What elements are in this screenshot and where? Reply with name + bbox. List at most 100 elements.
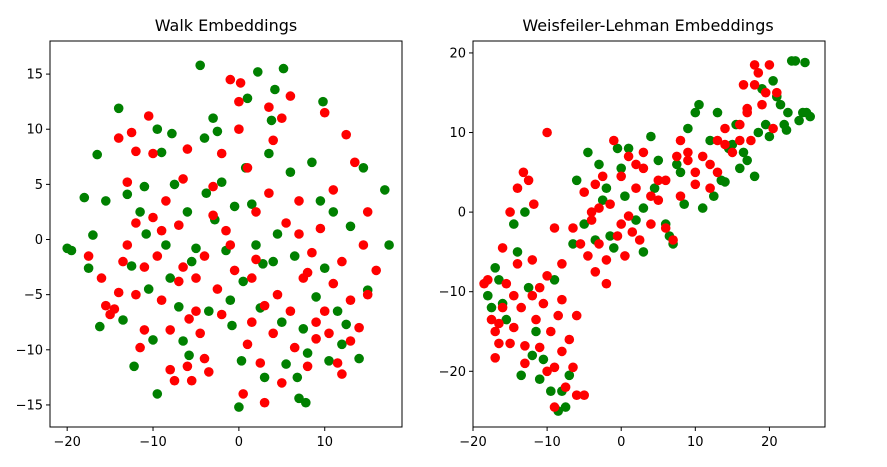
data-point [247, 273, 257, 283]
x-tick-label: −20 [459, 435, 486, 450]
data-point [568, 362, 578, 373]
data-point [527, 290, 538, 301]
data-point [208, 113, 218, 123]
data-point [247, 199, 257, 209]
data-point [201, 188, 212, 198]
data-point [486, 314, 497, 325]
data-point [270, 84, 280, 95]
data-point [165, 273, 175, 283]
data-point [169, 179, 180, 190]
data-point [131, 218, 141, 228]
data-point [675, 135, 686, 146]
data-point [683, 147, 693, 158]
data-point [749, 60, 760, 70]
data-point [122, 240, 133, 250]
data-point [350, 157, 360, 168]
data-point [96, 273, 107, 283]
data-point [281, 359, 291, 369]
y-tick-label: 5 [35, 178, 43, 193]
data-point [268, 256, 279, 267]
y-tick-label: 10 [26, 123, 43, 138]
data-point [278, 63, 289, 74]
data-point [264, 102, 274, 112]
data-point [236, 356, 247, 366]
data-point [358, 240, 369, 250]
data-point [259, 300, 270, 311]
data-point [768, 76, 778, 86]
data-point [720, 177, 730, 187]
data-point [605, 199, 615, 209]
data-point [571, 390, 582, 401]
data-point [509, 290, 519, 301]
data-point [199, 353, 210, 364]
data-point [139, 262, 150, 272]
data-point [195, 60, 205, 71]
data-point [242, 93, 253, 104]
data-point [234, 96, 244, 107]
data-point [601, 183, 612, 193]
data-point [623, 143, 634, 154]
data-point [307, 247, 317, 258]
data-point [512, 247, 523, 257]
x-tick-label: 0 [617, 435, 625, 450]
data-point [742, 103, 752, 114]
data-point [583, 147, 593, 158]
data-point [186, 375, 197, 386]
data-point [131, 146, 141, 157]
data-point [760, 87, 771, 98]
data-point [753, 68, 764, 78]
data-point [302, 361, 313, 372]
data-point [735, 135, 745, 146]
data-point [371, 265, 382, 276]
data-point [182, 361, 193, 372]
data-point [705, 159, 715, 170]
data-point [720, 123, 730, 134]
data-point [92, 149, 102, 160]
data-point [638, 147, 649, 158]
data-point [542, 271, 552, 281]
data-point [184, 350, 194, 361]
data-point [616, 163, 626, 174]
data-point [88, 230, 98, 240]
x-tick-label: 10 [687, 435, 704, 450]
data-point [143, 284, 154, 294]
data-point [505, 207, 515, 217]
data-point [251, 240, 261, 250]
x-tick-label: −10 [139, 435, 166, 450]
data-point [113, 133, 124, 143]
data-point [139, 325, 150, 335]
data-point [594, 203, 604, 213]
data-point [542, 127, 552, 138]
data-point [83, 263, 94, 274]
data-point [534, 282, 545, 293]
data-point [672, 151, 682, 162]
data-point [690, 179, 701, 190]
data-point [749, 80, 760, 90]
data-point [490, 263, 501, 273]
data-point [195, 328, 205, 339]
data-point [638, 163, 649, 174]
data-point [653, 195, 664, 205]
data-point [586, 215, 597, 225]
data-point [285, 91, 296, 101]
data-point [337, 339, 347, 350]
data-point [122, 189, 133, 200]
data-point [620, 191, 630, 201]
data-points [62, 60, 394, 412]
y-tick-label: 0 [35, 233, 43, 248]
data-point [252, 67, 263, 77]
x-tick-label: 0 [235, 435, 243, 450]
data-point [571, 175, 582, 186]
data-point [557, 259, 567, 269]
data-point [354, 322, 364, 333]
y-tick-label: −10 [16, 343, 43, 358]
data-point [631, 183, 641, 193]
data-point [497, 302, 508, 313]
data-point [523, 175, 534, 186]
y-tick-label: −15 [16, 398, 43, 413]
data-point [790, 56, 801, 66]
data-point [174, 302, 184, 312]
data-point [490, 353, 501, 363]
data-point [272, 229, 283, 239]
data-point [208, 210, 218, 221]
